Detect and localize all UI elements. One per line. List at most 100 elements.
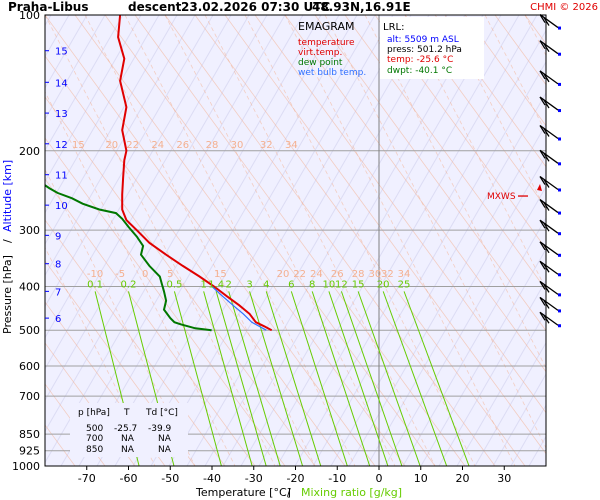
wind-barb-staff (539, 70, 559, 85)
mixing-ratio-line (228, 291, 281, 466)
wind-barb-dot (558, 162, 561, 166)
mixing-ratio-line (340, 291, 403, 466)
background-diagonal-line (45, 15, 160, 214)
y-axis-title-altitude: Altitude [km] (1, 160, 14, 232)
wind-barb-feather (543, 244, 550, 254)
mixing-ratio-line (173, 291, 222, 466)
dry-adiabat-line (254, 15, 546, 414)
mixing-ratio-label: 1 (200, 279, 206, 290)
wind-barb-feather (539, 125, 546, 134)
mixing-ratio-label: 0.1 (87, 279, 103, 290)
background-diagonal-line (204, 15, 466, 466)
dry-adiabat-line (555, 15, 600, 466)
x-tick-label: -30 (245, 472, 263, 485)
x-tick-label: -50 (161, 472, 179, 485)
wind-barb-feather (543, 222, 550, 232)
lrl-temp: temp: -25.6 °C (387, 55, 453, 65)
values-table-background (70, 403, 188, 457)
altitude-tick-label: 6 (55, 314, 61, 325)
y-tick-label: 1000 (12, 460, 40, 473)
theta-label: -10 (87, 269, 103, 280)
altitude-tick-label: 11 (55, 171, 68, 182)
dry-adiabat-line (314, 15, 546, 332)
wind-barb-staff (539, 199, 559, 214)
background-diagonal-line (438, 279, 546, 466)
wind-barb-staff (539, 311, 559, 326)
dry-adiabat-line (45, 137, 286, 466)
wind-barb-feather (543, 43, 550, 53)
mixing-ratio-label: 2 (226, 279, 232, 290)
wind-barb-feather (543, 17, 550, 26)
moist-adiabat-line (484, 15, 546, 134)
wind-barb-staff (539, 175, 559, 191)
dry-adiabat-line (74, 15, 406, 466)
wind-barb-dot (558, 324, 561, 328)
dry-adiabat-line (45, 260, 196, 466)
mixing-ratio-label: 0.5 (166, 279, 182, 290)
table-cell: -39.9 (148, 424, 172, 434)
dry-adiabat-line (45, 219, 226, 466)
dry-adiabat-line (585, 15, 600, 466)
lrl-title: LRL: (383, 22, 404, 33)
mixing-ratio-line (290, 291, 348, 466)
dry-adiabat-line (164, 15, 496, 466)
wind-barb-feather (543, 152, 550, 162)
x-tick-label: -70 (78, 472, 96, 485)
wind-barb-feather (539, 96, 546, 106)
dry-adiabat-line (45, 342, 136, 466)
mixing-ratio-label: 1.4 (208, 279, 224, 290)
mixing-ratio-line (311, 291, 371, 466)
wet-bulb-temp-line (211, 286, 267, 331)
theta-label: 24 (151, 140, 164, 151)
theta-label: 20 (277, 269, 290, 280)
background-diagonal-line (492, 373, 546, 466)
y-tick-label: 100 (19, 9, 40, 22)
theta-label: 34 (285, 140, 298, 151)
background-diagonal-line (45, 15, 214, 308)
background-diagonal-line (45, 15, 106, 121)
background-diagonal-line (45, 15, 142, 183)
table-header-p: p [hPa] (78, 408, 110, 418)
theta-label: 34 (398, 269, 411, 280)
wind-barb-staff (539, 149, 559, 164)
wind-barbs (518, 14, 561, 328)
copyright-label: CHMI © 2026 (530, 2, 598, 13)
dry-adiabat-line (434, 15, 546, 168)
altitude-tick-label: 14 (55, 78, 68, 89)
mixing-ratio-line (328, 291, 389, 466)
background-diagonal-line (474, 341, 546, 466)
table-cell: NA (158, 434, 172, 444)
moist-adiabat-line (204, 15, 436, 466)
wind-barb-feather (543, 179, 550, 188)
y-tick-label: 850 (19, 428, 40, 441)
background-diagonal-line (132, 15, 394, 466)
wind-barb-dot (558, 273, 561, 277)
background-diagonal-line (240, 15, 502, 466)
mixing-ratio-line (403, 291, 470, 466)
wind-barb-dot (558, 137, 561, 141)
theta-label: 32 (381, 269, 394, 280)
theta-label: 22 (293, 269, 306, 280)
chart-title-coords: 48.93N,16.91E (312, 0, 411, 14)
mixing-ratio-label: 12 (335, 279, 348, 290)
table-cell: 850 (86, 445, 103, 455)
wind-barb-staff (539, 241, 559, 256)
background-diagonal-line (312, 60, 546, 466)
y-axis-title-separator: / (1, 239, 14, 243)
x-tick-label: 20 (456, 472, 470, 485)
theta-label: 22 (126, 140, 139, 151)
altitude-tick-label: 15 (55, 47, 68, 58)
altitude-tick-label: 10 (55, 201, 68, 212)
wind-barb-staff (539, 296, 559, 311)
wind-barb-dot (558, 293, 561, 297)
wind-barb-feather (539, 311, 546, 321)
moist-adiabat-line (324, 15, 546, 449)
moist-adiabat-line (124, 15, 356, 466)
chart-title-datetime: 23.02.2026 07:30 UTC (181, 0, 330, 14)
moist-adiabat-line (45, 15, 276, 466)
table-cell: NA (121, 434, 135, 444)
mixing-ratio-label: 10 (323, 279, 336, 290)
mxws-barb-flag (537, 184, 542, 192)
wind-barb-dot (558, 82, 561, 86)
